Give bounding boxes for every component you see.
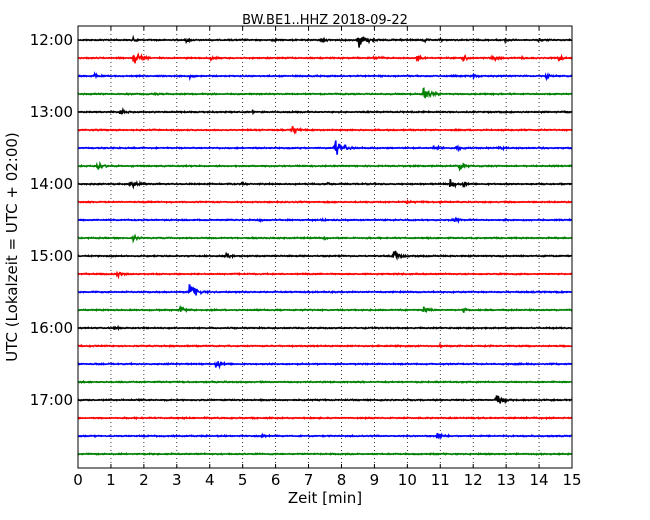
x-tick-label: 10 [398,471,417,489]
trace-1515 [77,270,572,280]
y-tick-label: 14:00 [30,175,73,193]
trace-1600 [77,324,573,332]
trace-1530 [77,284,573,296]
x-tick-label: 6 [271,471,281,489]
trace-1345 [77,160,573,172]
y-tick-label: 16:00 [30,319,73,337]
x-gridlines [110,26,540,468]
trace-1300 [77,106,573,116]
x-tick-label: 1 [106,471,116,489]
x-tick-label: 15 [562,471,581,489]
y-axis-label: UTC (Lokalzeit = UTC + 02:00) [3,132,21,362]
y-tick-label: 12:00 [30,31,73,49]
trace-1430 [77,216,573,225]
trace-1615 [77,341,573,349]
x-tick-label: 13 [497,471,516,489]
x-tick-label: 12 [464,471,483,489]
trace-1200 [77,34,573,48]
x-tick-label: 3 [172,471,182,489]
trace-1245 [77,87,573,99]
trace-1630 [77,360,573,370]
trace-1400 [77,179,573,190]
x-tick-label: 2 [139,471,149,489]
x-axis-label: Zeit [min] [288,489,362,507]
x-tick-label: 8 [337,471,347,489]
trace-1330 [77,140,573,155]
trace-1715 [77,415,573,421]
trace-1215 [77,51,573,64]
trace-1230 [77,71,573,82]
x-tick-label: 14 [530,471,549,489]
y-tick-label: 15:00 [30,247,73,265]
x-tick-label: 5 [238,471,248,489]
plot-frame [77,25,573,469]
trace-1445 [77,233,573,244]
trace-1545 [77,304,573,314]
trace-1315 [77,126,573,135]
trace-1645 [77,379,573,385]
chart-title: BW.BE1..HHZ 2018-09-22 [242,13,408,28]
y-tick-label: 17:00 [30,391,73,409]
x-tick-label: 0 [73,471,83,489]
seismic-traces [77,34,573,457]
x-axis: 0 1 2 3 4 5 6 7 8 9 10 11 12 13 14 15 [73,26,582,489]
x-tick-label: 11 [431,471,450,489]
x-tick-label: 7 [304,471,314,489]
y-axis: 12:00 13:00 14:00 15:00 16:00 17:00 [30,31,572,409]
y-tick-label: 13:00 [30,103,73,121]
trace-1415 [77,199,573,205]
trace-1500 [77,250,573,261]
trace-1745 [77,451,573,457]
trace-1700 [77,395,573,405]
x-tick-label: 9 [370,471,380,489]
x-tick-label: 4 [205,471,215,489]
trace-1730 [77,432,573,441]
